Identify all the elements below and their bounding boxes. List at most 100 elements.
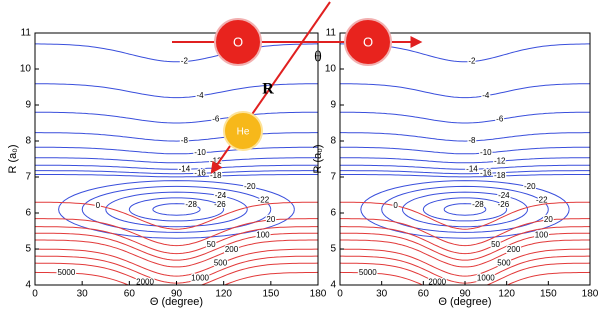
x-tick-label: 180 (310, 289, 327, 300)
y-tick-label: 11 (21, 28, 32, 39)
contour-label: 200 (507, 245, 521, 254)
contour-line (35, 262, 318, 285)
contour-line (105, 191, 248, 228)
contour-line (340, 170, 590, 175)
contour-line (35, 83, 318, 99)
contour-line (443, 203, 487, 216)
contour-line (340, 83, 590, 99)
y-tick-label: 9 (330, 100, 336, 111)
contour-label: -22 (258, 196, 270, 205)
contour-line (35, 146, 318, 155)
plot-frame (339, 32, 591, 286)
contour-label: 50 (491, 240, 500, 249)
contour-label: -28 (185, 200, 197, 209)
x-tick-label: 150 (262, 289, 279, 300)
contour-line (340, 271, 590, 285)
contours: -2-4-6-8-10-12-14 -16 -18-20-22-24-26-2802… (340, 43, 590, 287)
x-tick-label: 60 (418, 289, 430, 300)
theta-label: θ (314, 49, 322, 66)
x-tick-label: 90 (171, 289, 183, 300)
contour-line (35, 132, 318, 142)
contour-line (340, 164, 590, 170)
contour-label: -6 (496, 115, 504, 124)
contour-label: -10 (194, 148, 206, 157)
x-tick-label: 60 (124, 289, 136, 300)
contour-label: 20 (544, 215, 553, 224)
contour-line (35, 218, 318, 247)
contour-label: 0 (393, 201, 398, 210)
contour-line (35, 201, 318, 230)
y-tick-label: 10 (20, 64, 32, 75)
contour-label: -2 (468, 57, 476, 66)
contour-line (340, 232, 590, 261)
contour-line (340, 174, 590, 178)
x-axis-label: Θ (degree) (150, 296, 203, 308)
contour-label: 2000 (428, 278, 446, 287)
contour-label: -18 (210, 171, 222, 180)
contour-label: -4 (482, 91, 490, 100)
contour-label: -2 (181, 57, 189, 66)
contour-label: -18 (494, 171, 506, 180)
contour-line (35, 174, 318, 178)
contour-line (35, 226, 318, 255)
contour-label: -6 (212, 115, 220, 124)
y-tick-label: 9 (25, 100, 31, 111)
contour-line (360, 180, 570, 239)
contour-label: -8 (181, 136, 189, 145)
contour-label: 200 (225, 245, 239, 254)
contour-label: 1000 (191, 274, 209, 283)
oxygen-atom (214, 18, 262, 66)
x-tick-label: 0 (32, 289, 38, 300)
contour-label: 50 (207, 240, 216, 249)
y-tick-label: 4 (330, 280, 336, 291)
contour-line (35, 170, 318, 175)
contour-label: 2000 (136, 278, 154, 287)
y-tick-label: 5 (330, 244, 336, 255)
contour-line (340, 146, 590, 155)
contour-line (35, 157, 318, 164)
contour-label: -26 (214, 200, 226, 209)
contour-label: 5000 (58, 268, 76, 277)
contour-line (422, 197, 508, 222)
contour-label: -14 (466, 164, 478, 173)
y-tick-label: 8 (330, 136, 336, 147)
contour-line (58, 180, 295, 239)
contour-line (35, 111, 318, 124)
contour-label: 500 (214, 258, 228, 267)
contour-label: 1000 (477, 274, 495, 283)
x-tick-label: 0 (337, 289, 343, 300)
x-tick-label: 30 (77, 289, 89, 300)
panel: -2-4-6-8-10-12-14 -16 -18-20-22-24-26-2802… (7, 28, 327, 308)
contour-label: 500 (497, 258, 511, 267)
contour-label: -20 (524, 182, 536, 191)
contour-line (35, 248, 318, 277)
contour-line (35, 271, 318, 285)
contour-line (35, 232, 318, 261)
contour-label: -28 (472, 200, 484, 209)
contour-label: -16 (194, 168, 206, 177)
y-tick-label: 4 (25, 280, 31, 291)
y-axis-label: R (a₀) (7, 144, 19, 173)
contours: -2-4-6-8-10-12-14 -16 -18-20-22-24-26-2802… (35, 43, 318, 287)
contour-label: -22 (536, 196, 548, 205)
x-tick-label: 180 (582, 289, 599, 300)
x-tick-label: 90 (459, 289, 471, 300)
contour-label: 100 (535, 231, 549, 240)
contour-label: -20 (244, 182, 256, 191)
contour-label: -24 (215, 191, 227, 200)
contour-label: 100 (256, 231, 270, 240)
x-tick-label: 120 (215, 289, 232, 300)
contour-label: -24 (498, 191, 510, 200)
contour-line (340, 239, 590, 268)
y-tick-label: 7 (25, 172, 31, 183)
y-axis-label: R (a₀) (312, 144, 324, 173)
y-tick-label: 7 (330, 172, 336, 183)
contour-line (81, 185, 272, 233)
x-axis-label: Θ (degree) (438, 296, 491, 308)
y-tick-label: 5 (25, 244, 31, 255)
y-tick-label: 6 (25, 208, 31, 219)
contour-label: -26 (498, 200, 510, 209)
atom-label: O (363, 34, 373, 49)
